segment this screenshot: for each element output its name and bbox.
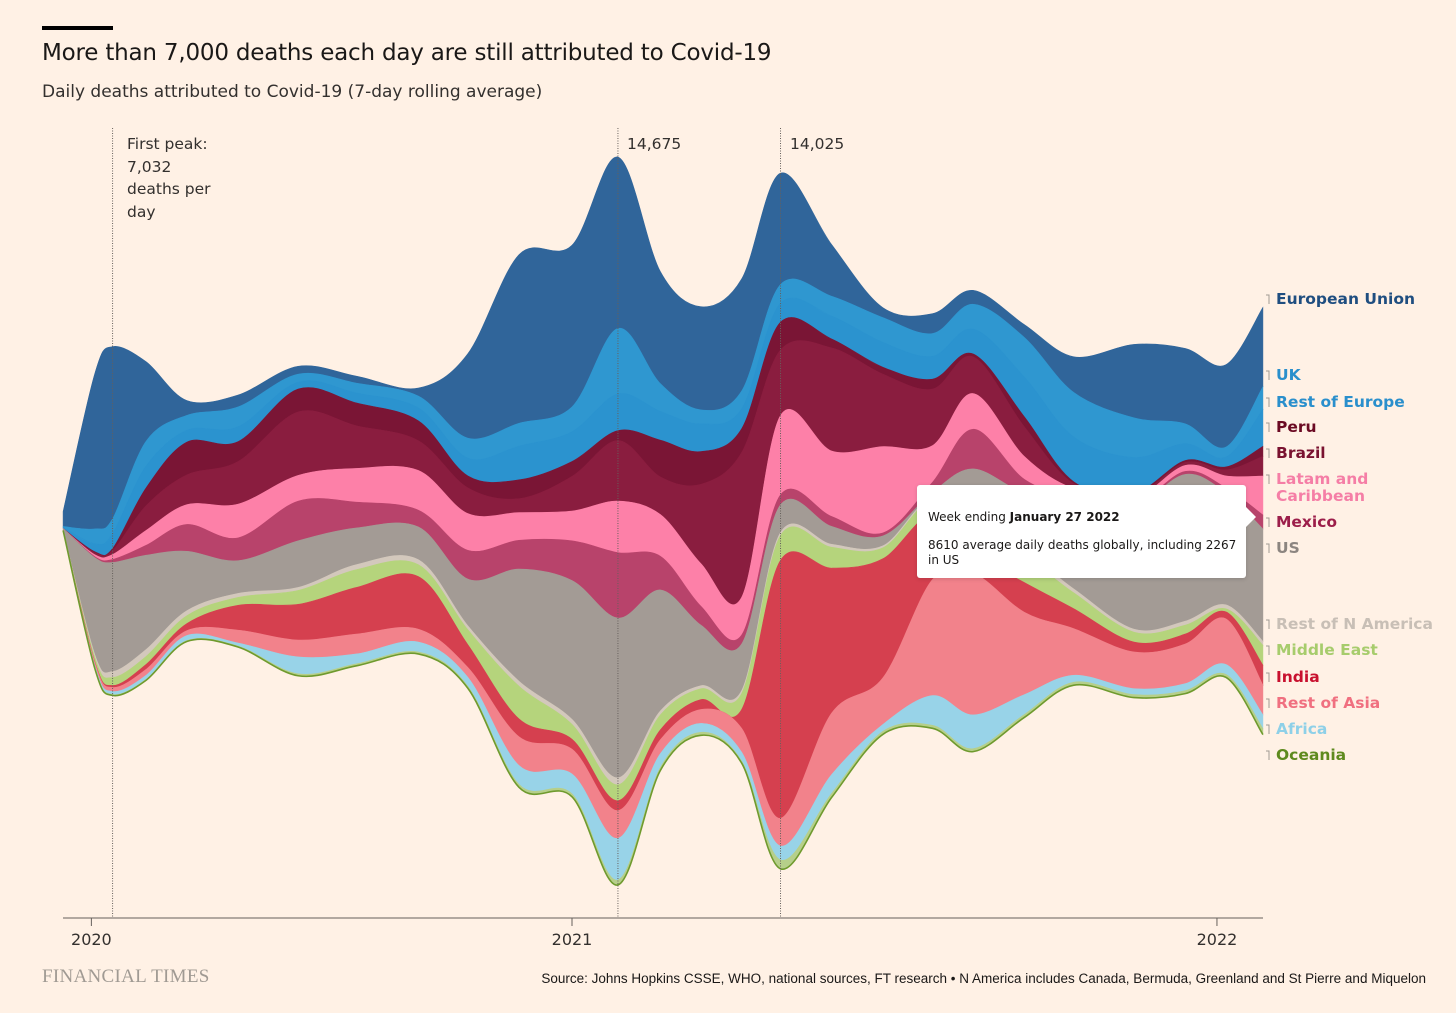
legend-label-rest-of-n-america[interactable]: Rest of N America xyxy=(1276,615,1433,633)
source-note: Source: Johns Hopkins CSSE, WHO, nationa… xyxy=(541,971,1426,986)
tooltip-date: January 27 2022 xyxy=(1009,510,1120,524)
legend-label-mexico[interactable]: Mexico xyxy=(1276,513,1338,531)
legend-connector-10 xyxy=(1266,672,1270,682)
legend-label-us[interactable]: US xyxy=(1276,539,1300,557)
ft-logo[interactable]: FINANCIAL TIMES xyxy=(42,966,210,987)
x-tick-label-2022: 2022 xyxy=(1196,930,1238,949)
x-tick-label-2021: 2021 xyxy=(551,930,593,949)
legend-connector-8 xyxy=(1266,619,1270,629)
peak-2-annotation: 14,675 xyxy=(627,135,682,153)
legend-connector-6 xyxy=(1266,517,1270,527)
annotation-lines xyxy=(112,128,782,918)
legend-connector-0 xyxy=(1266,294,1270,304)
ft-top-rule xyxy=(42,26,113,30)
tooltip-arrow-icon xyxy=(1246,507,1256,527)
tooltip-date-line: Week ending January 27 2022 xyxy=(928,510,1120,524)
x-tick-label-2020: 2020 xyxy=(71,930,112,949)
legend-connector-11 xyxy=(1266,698,1270,708)
first-peak-line-2: 7,032 xyxy=(127,157,172,176)
chart-title: More than 7,000 deaths each day are stil… xyxy=(42,40,772,66)
legend-label-rest-of-asia[interactable]: Rest of Asia xyxy=(1276,694,1381,712)
peak-3-annotation: 14,025 xyxy=(790,135,845,153)
chart-subtitle: Daily deaths attributed to Covid-19 (7-d… xyxy=(42,82,543,102)
legend-label-oceania[interactable]: Oceania xyxy=(1276,746,1347,764)
stream-areas xyxy=(62,156,1264,886)
first-peak-line-1: First peak: xyxy=(127,135,208,153)
legend-connector-3 xyxy=(1266,422,1270,432)
legend-connector-7 xyxy=(1266,543,1270,553)
legend-connector-2 xyxy=(1266,397,1270,407)
legend-connector-5 xyxy=(1266,474,1270,484)
oceania-edge-line xyxy=(62,530,1264,886)
legend-connector-12 xyxy=(1266,724,1270,734)
legend-connector-1 xyxy=(1266,370,1270,380)
legend-label-peru[interactable]: Peru xyxy=(1276,418,1317,436)
legend-label-middle-east[interactable]: Middle East xyxy=(1276,641,1378,659)
first-peak-annotation: First peak: 7,032 deaths per day xyxy=(127,133,211,223)
first-peak-line-4: day xyxy=(127,202,156,221)
legend-label-brazil[interactable]: Brazil xyxy=(1276,444,1326,462)
hover-tooltip: Week ending January 27 2022 8610 average… xyxy=(917,485,1256,578)
legend-label-latam-and-caribbean[interactable]: Latam and Caribbean xyxy=(1276,470,1369,505)
legend-label-uk[interactable]: UK xyxy=(1276,366,1301,384)
legend-label-european-union[interactable]: European Union xyxy=(1276,290,1416,308)
legend-connectors xyxy=(1266,294,1270,760)
legend-connector-9 xyxy=(1266,645,1270,655)
tooltip-prefix: Week ending xyxy=(928,510,1010,524)
legend-label-india[interactable]: India xyxy=(1276,668,1320,686)
first-peak-line-3: deaths per xyxy=(127,180,211,198)
legend-label-rest-of-europe[interactable]: Rest of Europe xyxy=(1276,393,1405,411)
tooltip-value: 8610 average daily deaths globally, incl… xyxy=(928,538,1237,567)
legend-connector-13 xyxy=(1266,750,1270,760)
x-axis xyxy=(63,917,1263,926)
legend-label-africa[interactable]: Africa xyxy=(1276,720,1328,738)
legend-connector-4 xyxy=(1266,448,1270,458)
